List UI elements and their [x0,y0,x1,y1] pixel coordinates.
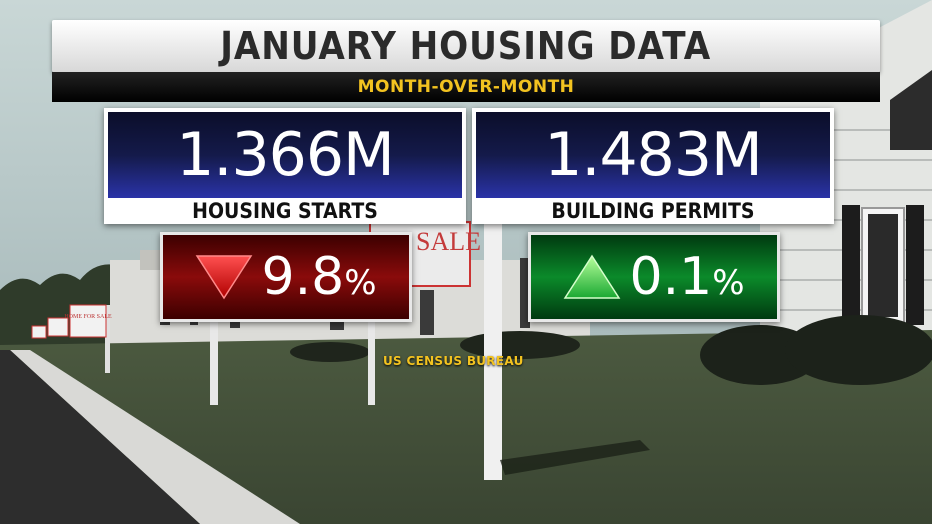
housing-starts-change-value: 9.8% [261,247,377,307]
up-arrow-icon [563,252,621,302]
housing-starts-change: 9.8% [160,232,412,322]
page-subtitle: MONTH-OVER-MONTH [357,77,575,97]
building-permits-change-value: 0.1% [629,247,745,307]
building-permits-label: BUILDING PERMITS [551,199,755,223]
building-permits-value-box: 1.483M [476,112,830,198]
building-permits-change: 0.1% [528,232,780,322]
subtitle-bar: MONTH-OVER-MONTH [52,72,880,102]
housing-starts-card: 1.366M HOUSING STARTS [104,108,466,224]
down-arrow-icon [195,252,253,302]
source-label: US CENSUS BUREAU [383,354,524,368]
title-bar: JANUARY HOUSING DATA [52,20,880,72]
housing-starts-value: 1.366M [176,120,395,190]
building-permits-card: 1.483M BUILDING PERMITS [472,108,834,224]
housing-starts-label: HOUSING STARTS [192,199,378,223]
housing-starts-value-box: 1.366M [108,112,462,198]
building-permits-value: 1.483M [544,120,763,190]
page-title: JANUARY HOUSING DATA [220,24,712,68]
small-sign-text: HOME FOR SALE [64,314,112,320]
